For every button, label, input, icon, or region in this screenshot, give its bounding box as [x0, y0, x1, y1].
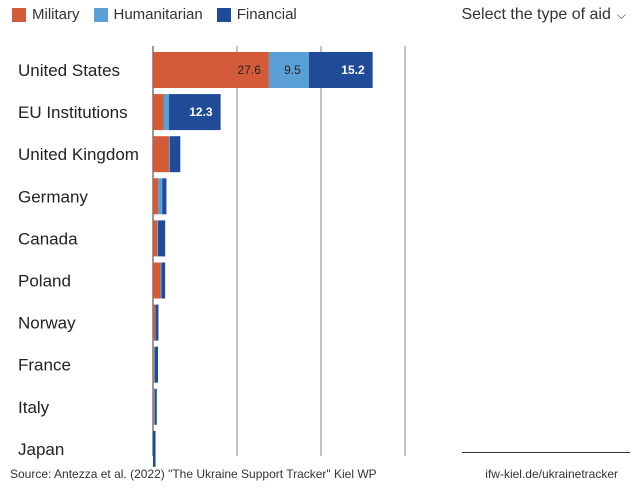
bar-france-military — [153, 346, 154, 383]
bar-eu-institutions-military — [153, 94, 164, 131]
bar-italy-financial — [154, 388, 157, 425]
bar-canada-humanitarian — [157, 220, 159, 257]
bar-united-states-financial — [308, 52, 373, 88]
category-label-canada: Canada — [18, 229, 78, 248]
bar-canada-financial — [158, 220, 166, 257]
data-label-united-states-financial: 15.2 — [341, 63, 365, 77]
data-label-united-states-military: 27.6 — [238, 63, 262, 77]
aid-type-select-label: Select the type of aid — [461, 6, 611, 23]
category-label-united-states: United States — [18, 61, 120, 80]
bar-united-states-humanitarian — [268, 52, 309, 88]
category-label-germany: Germany — [18, 187, 88, 206]
bar-france-humanitarian — [153, 346, 155, 383]
bar-poland-military — [153, 262, 161, 299]
bar-france-financial — [154, 346, 159, 383]
legend: Military Humanitarian Financial — [12, 6, 311, 23]
legend-label-financial: Financial — [236, 6, 297, 23]
bar-poland-humanitarian — [160, 262, 162, 299]
category-label-poland: Poland — [18, 272, 71, 291]
bar-japan-financial — [153, 430, 156, 467]
bar-canada-military — [153, 220, 158, 257]
bar-norway-military — [153, 304, 156, 341]
site-link[interactable]: ifw-kiel.de/ukrainetracker — [485, 467, 618, 481]
bar-united-kingdom-financial — [169, 136, 181, 173]
legend-item-humanitarian: Humanitarian — [93, 6, 203, 23]
category-label-italy: Italy — [18, 398, 50, 417]
category-label-eu-institutions: EU Institutions — [18, 103, 128, 122]
bar-poland-financial — [161, 262, 166, 299]
bar-united-states-military — [153, 52, 269, 88]
data-label-eu-institutions-financial: 12.3 — [189, 105, 213, 119]
category-label-japan: Japan — [18, 440, 64, 459]
bar-united-kingdom-military — [153, 136, 169, 173]
bar-united-kingdom-humanitarian — [168, 136, 170, 173]
bar-germany-financial — [162, 178, 167, 215]
category-label-norway: Norway — [18, 314, 76, 333]
humanitarian-swatch — [93, 7, 108, 22]
legend-item-military: Military — [12, 6, 80, 23]
military-swatch — [12, 7, 26, 22]
legend-item-financial: Financial — [216, 6, 297, 23]
bar-norway-financial — [155, 304, 159, 341]
category-label-united-kingdom: United Kingdom — [18, 145, 139, 164]
bar-germany-military — [153, 178, 159, 215]
legend-label-humanitarian: Humanitarian — [113, 6, 203, 23]
bar-eu-institutions-financial — [168, 94, 221, 131]
bar-italy-humanitarian — [153, 388, 155, 425]
bar-eu-institutions-humanitarian — [163, 94, 169, 131]
inset-divider — [462, 452, 630, 453]
legend-label-military: Military — [32, 6, 80, 23]
bar-italy-military — [153, 388, 154, 425]
data-label-united-states-humanitarian: 9.5 — [284, 63, 301, 77]
chevron-down-icon: ⌵ — [616, 7, 626, 22]
source-note: Source: Antezza et al. (2022) "The Ukrai… — [10, 467, 377, 481]
category-label-france: France — [18, 356, 71, 375]
financial-swatch — [216, 7, 231, 22]
aid-type-select[interactable]: Select the type of aid ⌵ — [461, 6, 626, 24]
bar-germany-humanitarian — [158, 178, 163, 215]
